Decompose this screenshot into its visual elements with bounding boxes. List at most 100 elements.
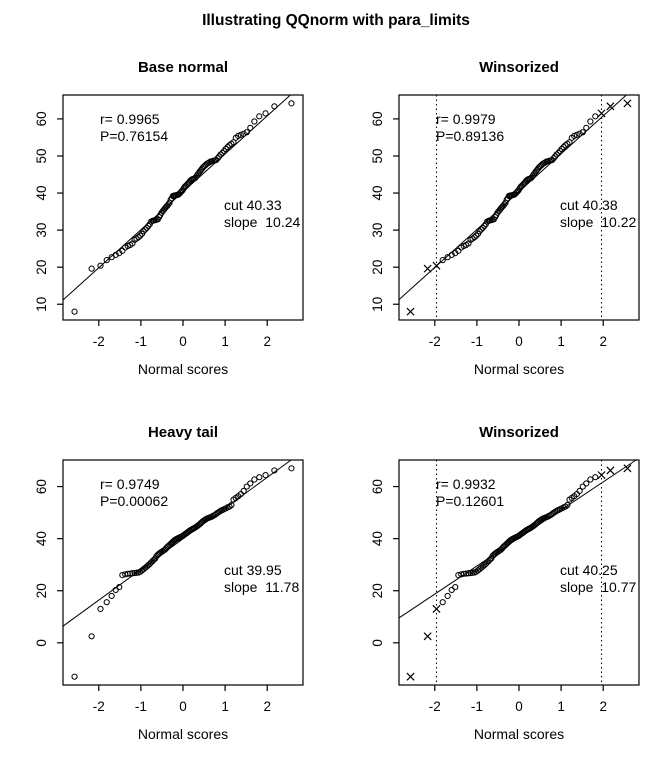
- point-circle: [108, 592, 115, 600]
- r-label: r= 0.9965: [100, 111, 160, 127]
- y-tick-label: 40: [34, 531, 49, 546]
- point-circle: [251, 118, 258, 125]
- point-circle: [573, 131, 580, 138]
- x-tick-label: 1: [221, 699, 229, 714]
- x-tick-label: -1: [471, 334, 483, 349]
- point-circle: [579, 483, 586, 490]
- x-tick-label: 1: [221, 334, 229, 349]
- point-circle: [228, 501, 235, 509]
- y-tick-label: 60: [34, 479, 49, 494]
- x-axis-label: Normal scores: [474, 361, 564, 377]
- slope-label: slope 10.22: [560, 214, 636, 230]
- y-tick-label: 10: [370, 297, 385, 312]
- point-circle: [439, 599, 446, 606]
- x-tick-label: 0: [515, 699, 523, 714]
- y-tick-label: 40: [370, 531, 385, 546]
- point-circle: [587, 118, 594, 125]
- p-label: P=0.89136: [436, 128, 504, 144]
- point-circle: [119, 572, 126, 579]
- panel-title: Heavy tail: [148, 424, 218, 441]
- r-label: r= 0.9749: [100, 476, 160, 492]
- x-axis-label: Normal scores: [474, 726, 564, 742]
- data-points: [71, 465, 295, 680]
- figure-title: Illustrating QQnorm with para_limits: [202, 12, 470, 29]
- y-tick-label: 20: [370, 583, 385, 598]
- x-tick-label: 0: [179, 699, 187, 714]
- x-axis-label: Normal scores: [138, 361, 228, 377]
- point-circle: [558, 145, 565, 153]
- point-circle: [560, 143, 567, 151]
- panel-base-normal: Base normal -2 -1 0 1 2 10 20 30 40 50 60 Normal sco…: [34, 59, 304, 377]
- slope-label: slope 11.78: [224, 579, 299, 595]
- point-circle: [444, 592, 451, 600]
- cut-label: cut 40.33: [224, 197, 282, 213]
- point-circle: [216, 153, 223, 160]
- slope-label: slope 10.77: [560, 579, 636, 595]
- point-cross: [423, 264, 432, 273]
- p-label: P=0.12601: [436, 493, 504, 509]
- point-circle: [476, 228, 483, 235]
- x-tick-label: 2: [599, 699, 607, 714]
- y-tick-label: 30: [370, 223, 385, 238]
- point-circle: [473, 232, 480, 239]
- point-circle: [219, 149, 226, 157]
- point-circle: [583, 124, 590, 131]
- y-tick-label: 40: [34, 186, 49, 201]
- y-tick-label: 60: [370, 111, 385, 126]
- point-circle: [251, 476, 258, 483]
- point-circle: [463, 570, 470, 577]
- cut-label: cut 40.25: [560, 562, 618, 578]
- point-circle: [247, 480, 254, 487]
- point-circle: [550, 155, 557, 162]
- point-circle: [71, 308, 78, 315]
- point-circle: [127, 570, 134, 577]
- data-points: [71, 100, 295, 315]
- point-circle: [217, 151, 224, 158]
- point-circle: [240, 130, 247, 137]
- point-circle: [142, 226, 149, 233]
- point-circle: [222, 145, 229, 153]
- point-circle: [116, 583, 123, 591]
- point-circle: [213, 156, 220, 164]
- x-tick-label: -1: [471, 699, 483, 714]
- point-circle: [214, 155, 221, 162]
- point-circle: [592, 474, 599, 481]
- x-tick-label: 1: [557, 334, 565, 349]
- y-tick-label: 60: [370, 479, 385, 494]
- point-circle: [579, 129, 586, 136]
- point-circle: [143, 224, 150, 231]
- point-circle: [97, 262, 104, 269]
- data-points: [406, 99, 632, 316]
- x-tick-label: 0: [515, 334, 523, 349]
- panel-title: Winsorized: [479, 59, 559, 76]
- point-circle: [271, 103, 278, 110]
- point-circle: [552, 508, 559, 515]
- point-circle: [256, 474, 263, 481]
- y-tick-label: 0: [370, 639, 385, 647]
- x-tick-label: -2: [93, 334, 105, 349]
- x-tick-label: -1: [135, 334, 147, 349]
- point-circle: [262, 472, 269, 479]
- y-tick-label: 40: [370, 186, 385, 201]
- point-circle: [224, 143, 231, 151]
- point-circle: [481, 222, 488, 230]
- point-circle: [135, 234, 142, 241]
- x-tick-label: -2: [429, 334, 441, 349]
- y-tick-label: 20: [34, 583, 49, 598]
- y-tick-label: 50: [370, 148, 385, 163]
- point-circle: [256, 113, 263, 120]
- x-axis-label: Normal scores: [138, 726, 228, 742]
- point-circle: [587, 476, 594, 483]
- point-cross: [432, 604, 441, 613]
- point-cross: [597, 471, 606, 480]
- slope-label: slope 10.24: [224, 214, 300, 230]
- point-circle: [564, 501, 571, 509]
- point-cross: [432, 261, 441, 270]
- point-circle: [88, 633, 95, 640]
- point-circle: [549, 156, 556, 164]
